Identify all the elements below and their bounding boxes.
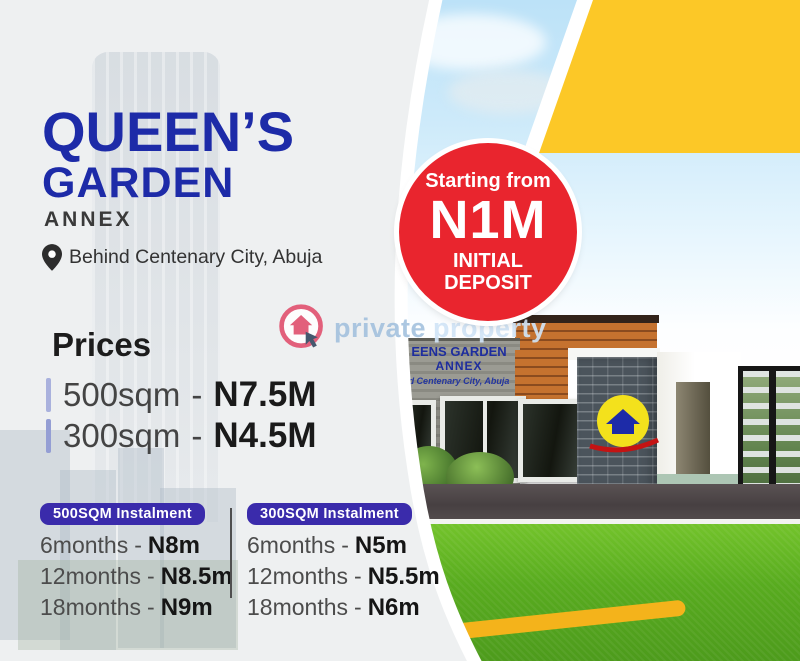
price-list: 500sqm - N7.5M 300sqm - N4.5M — [46, 374, 317, 456]
map-pin-icon — [42, 244, 62, 271]
separator: - — [354, 563, 362, 589]
building-sign-line2: ANNEX — [435, 359, 483, 373]
deposit-badge: Starting from N1M INITIAL DEPOSIT — [399, 143, 577, 321]
separator: - — [147, 563, 155, 589]
separator: - — [191, 416, 203, 454]
location-row: Behind Centenary City, Abuja — [42, 244, 322, 271]
instalment-amount: N5m — [354, 532, 407, 559]
prices-heading: Prices — [52, 326, 152, 363]
page-subtitle: ANNEX — [44, 208, 133, 231]
plot-size: 300sqm — [63, 416, 181, 454]
instalment-term: 6months — [40, 532, 129, 558]
instalment-rows: 6months - N5m 12months - N5.5m 18months - N6m — [247, 530, 440, 623]
separator: - — [134, 532, 142, 558]
instalment-row: 18months - N9m — [40, 592, 233, 623]
price-row: 300sqm - N4.5M — [46, 415, 317, 456]
building-sign-line3: d Centenary City, Abuja — [408, 376, 510, 386]
city-skyline-art — [18, 560, 238, 650]
separator: - — [147, 594, 155, 620]
page-title-line2: GARDEN — [42, 159, 235, 207]
plot-price: N7.5M — [213, 374, 317, 414]
grass-lawn — [388, 524, 800, 661]
private-property-logo-icon — [279, 304, 323, 348]
instalment-plan-300sqm: 300SQM Instalment 6months - N5m 12months - N… — [247, 503, 440, 623]
instalment-row: 18months - N6m — [247, 592, 440, 623]
instalment-plan-500sqm: 500SQM Instalment 6months - N8m 12months - N… — [40, 503, 233, 623]
instalment-term: 6months — [247, 532, 336, 558]
instalment-amount: N8m — [147, 532, 200, 559]
city-skyline-art — [0, 430, 70, 640]
instalment-term: 12months — [40, 563, 142, 589]
gate-fence — [738, 366, 800, 493]
instalment-amount: N9m — [160, 594, 213, 621]
estate-logo — [589, 395, 660, 453]
plot-size: 500sqm — [63, 375, 181, 413]
price-row: 500sqm - N7.5M — [46, 374, 317, 415]
accent-bar — [46, 377, 51, 412]
instalment-plan-label: 500SQM Instalment — [40, 503, 205, 525]
entrance-door — [676, 382, 710, 478]
separator: - — [341, 532, 349, 558]
instalment-amount: N8.5m — [160, 563, 233, 590]
location-text: Behind Centenary City, Abuja — [69, 246, 323, 268]
instalment-amount: N5.5m — [367, 563, 440, 590]
plans-divider-line — [230, 508, 232, 598]
instalment-term: 12months — [247, 563, 349, 589]
badge-deposit: DEPOSIT — [444, 272, 532, 295]
instalment-rows: 6months - N8m 12months - N8.5m 18months - N9m — [40, 530, 233, 623]
instalment-amount: N6m — [367, 594, 420, 621]
plot-price: N4.5M — [213, 415, 317, 455]
skyscraper-art — [92, 52, 220, 522]
watermark-word-private: private — [334, 312, 427, 343]
separator: - — [354, 594, 362, 620]
curb-line — [388, 519, 800, 524]
instalment-term: 18months — [247, 594, 349, 620]
city-skyline-art — [60, 470, 116, 650]
roof-cap — [513, 315, 659, 323]
instalment-plan-label: 300SQM Instalment — [247, 503, 412, 525]
instalment-row: 12months - N8.5m — [40, 561, 233, 592]
instalment-row: 6months - N8m — [40, 530, 233, 561]
separator: - — [191, 375, 203, 413]
instalment-term: 18months — [40, 594, 142, 620]
accent-bar — [46, 418, 51, 453]
badge-initial: INITIAL — [453, 250, 523, 272]
city-skyline-art — [118, 448, 164, 648]
wood-slat-panel — [515, 350, 568, 401]
instalment-row: 6months - N5m — [247, 530, 440, 561]
window — [518, 399, 585, 482]
badge-amount: N1M — [429, 190, 547, 250]
fence-post — [769, 371, 776, 488]
road — [388, 484, 800, 519]
cloud-art — [396, 14, 546, 70]
page-title-line1: QUEEN’S — [42, 100, 295, 163]
instalment-row: 12months - N5.5m — [247, 561, 440, 592]
watermark-text: private property — [334, 313, 547, 344]
